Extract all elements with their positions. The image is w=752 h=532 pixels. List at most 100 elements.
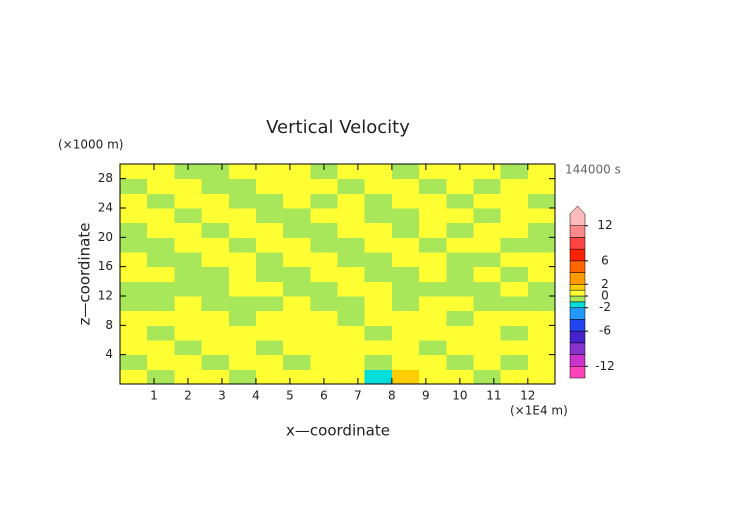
field-cell (419, 325, 447, 341)
field-cell (364, 354, 393, 370)
field-cell (364, 237, 393, 253)
field-cell (310, 237, 338, 253)
y-unit: (×1000 m) (58, 138, 123, 152)
field-cell (527, 178, 556, 194)
field-cell (419, 310, 447, 326)
field-cell (283, 354, 311, 370)
colorbar-band (569, 205, 586, 226)
colorbar-tick-label: 2 (601, 277, 609, 291)
field-cell (201, 325, 230, 341)
x-tick-label: 7 (354, 389, 362, 403)
field-cell (147, 281, 175, 297)
colorbar-tick-label: 6 (601, 253, 609, 267)
field-cell (255, 208, 284, 224)
field-cell (228, 252, 257, 268)
y-tick-label: 20 (98, 230, 113, 244)
field-cell (527, 354, 556, 370)
field-cell (174, 325, 203, 341)
field-cell (283, 237, 311, 253)
field-cell (201, 281, 230, 297)
field-cell (174, 222, 203, 238)
field-cell (527, 164, 556, 180)
colorbar-tick-label: -12 (595, 359, 615, 373)
colorbar-band (569, 295, 586, 303)
field-cell (473, 222, 502, 238)
x-axis-label: x—coordinate (286, 422, 390, 440)
field-cell (283, 252, 311, 268)
field-cell (228, 164, 257, 180)
field-cell (391, 369, 420, 385)
field-cell (337, 369, 366, 385)
field-cell (337, 222, 366, 238)
field-cell (174, 296, 203, 312)
field-cell (310, 281, 338, 297)
field-cell (419, 164, 447, 180)
field-cell (337, 237, 366, 253)
field-cell (228, 369, 257, 385)
field-cell (419, 222, 447, 238)
field-cell (310, 296, 338, 312)
field-cell (500, 340, 529, 356)
field-cell (255, 222, 284, 238)
colorbar-band (569, 319, 586, 332)
colorbar-tick-label: -2 (599, 300, 611, 314)
field-cell (310, 354, 338, 370)
field-cell (255, 266, 284, 282)
field-cell (364, 208, 393, 224)
field-cell (500, 296, 529, 312)
field-cell (527, 193, 556, 209)
field-cell (174, 266, 203, 282)
field-cell (391, 325, 420, 341)
field-cell (527, 266, 556, 282)
field-cell (364, 193, 393, 209)
field-cell (201, 266, 230, 282)
field-cell (446, 369, 474, 385)
field-cell (473, 164, 502, 180)
field-cell (419, 266, 447, 282)
field-cell (120, 281, 148, 297)
field-cell (446, 325, 474, 341)
field-cell (120, 164, 148, 180)
y-tick-label: 16 (98, 259, 113, 273)
field-cell (364, 164, 393, 180)
field-cell (147, 222, 175, 238)
field-cell (473, 193, 502, 209)
field-cell (174, 178, 203, 194)
field-cell (255, 310, 284, 326)
field-cell (310, 208, 338, 224)
y-tick-label: 24 (98, 201, 113, 215)
field-cell (419, 369, 447, 385)
colorbar-band (569, 260, 586, 273)
field-cell (419, 281, 447, 297)
x-unit: (×1E4 m) (510, 404, 568, 418)
x-tick-label: 5 (286, 389, 294, 403)
field-cell (473, 354, 502, 370)
colorbar-tick-label: -6 (599, 324, 611, 338)
field-cell (446, 237, 474, 253)
field-cell (120, 208, 148, 224)
field-cell (419, 340, 447, 356)
field-cell (255, 193, 284, 209)
x-tick-label: 3 (218, 389, 226, 403)
field-cell (201, 296, 230, 312)
field-cell (446, 266, 474, 282)
x-tick-label: 11 (486, 389, 501, 403)
field-cell (446, 296, 474, 312)
field-cell (147, 369, 175, 385)
field-cell (255, 369, 284, 385)
field-cell (228, 340, 257, 356)
colorbar-band (569, 342, 586, 355)
x-tick-label: 2 (184, 389, 192, 403)
field-cell (147, 354, 175, 370)
field-cell (174, 164, 203, 180)
field-cell (500, 354, 529, 370)
field-cell (364, 266, 393, 282)
colorbar-band (569, 330, 586, 344)
field-cell (446, 281, 474, 297)
field-cell (446, 354, 474, 370)
field-cell (147, 325, 175, 341)
field-cell (337, 354, 366, 370)
field-cell (337, 340, 366, 356)
field-cell (337, 193, 366, 209)
